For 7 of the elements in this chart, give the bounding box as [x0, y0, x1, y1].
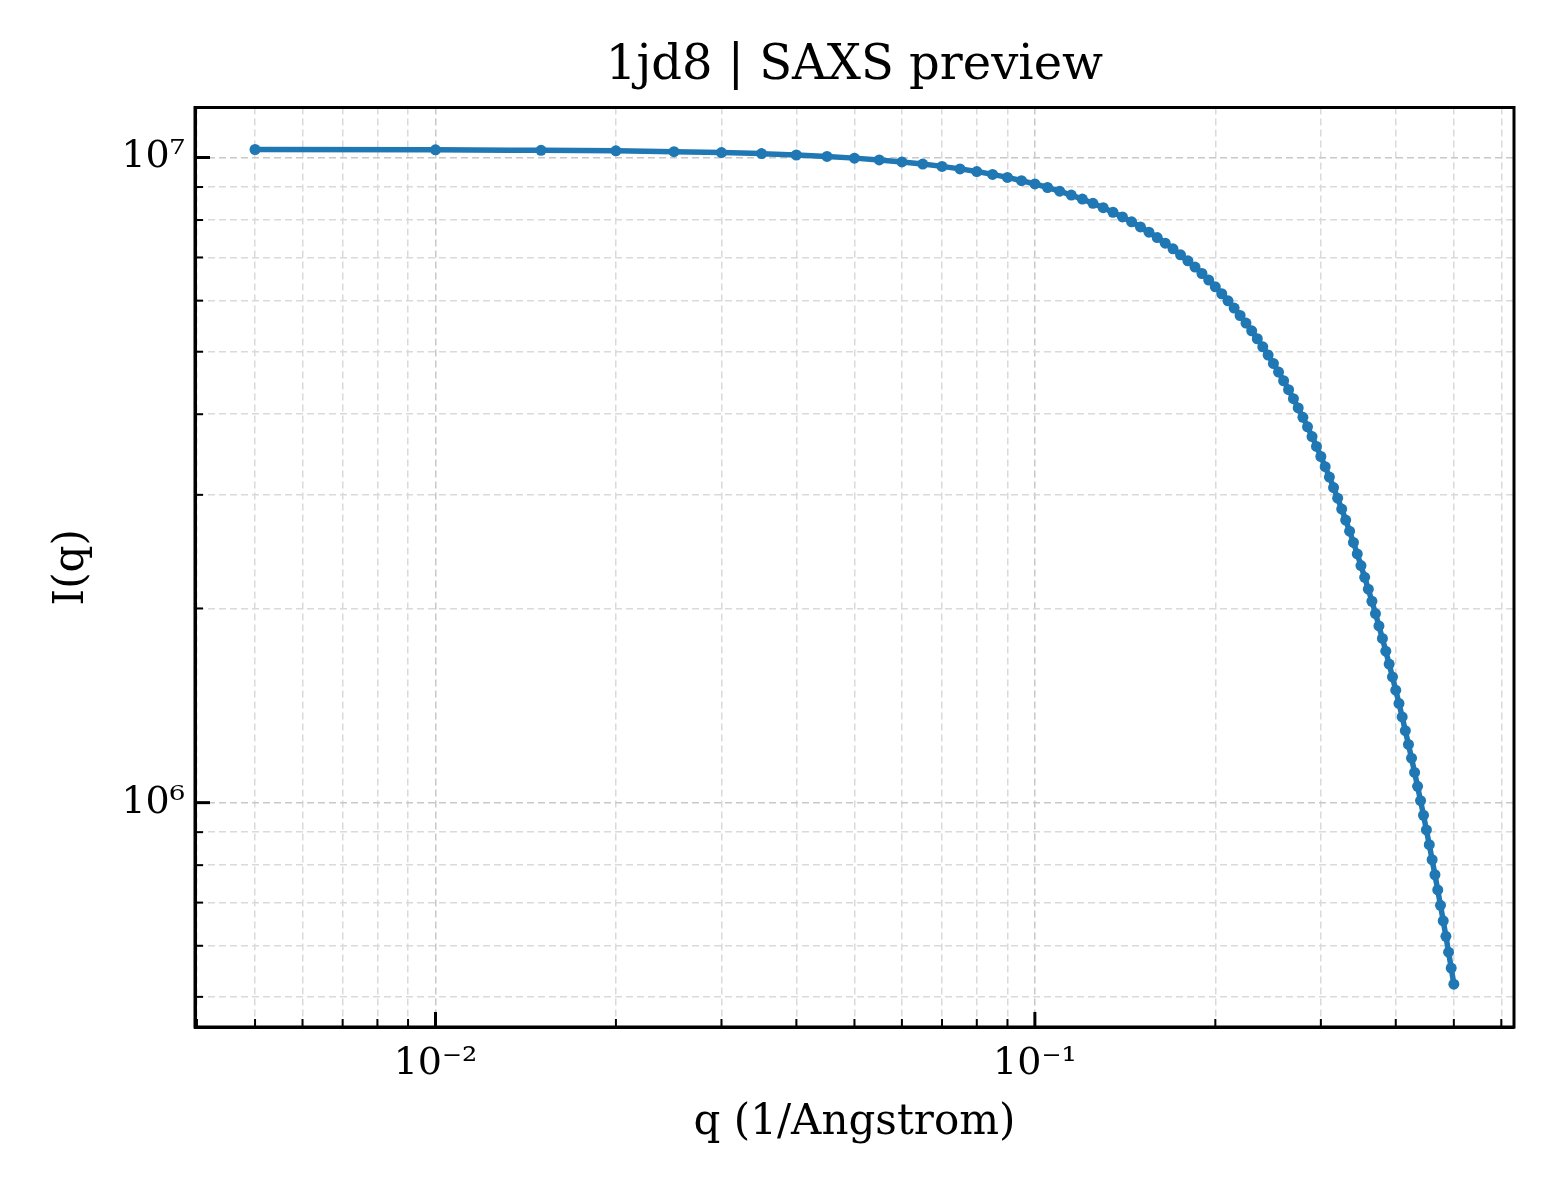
x-tick-label: 10⁻¹	[993, 1038, 1077, 1083]
y-axis-title: I(q)	[44, 529, 94, 606]
x-tick-label: 10⁻²	[393, 1038, 478, 1083]
y-tick-label: 10⁶	[121, 777, 185, 822]
y-tick-label: 10⁷	[121, 132, 185, 177]
x-axis-title: q (1/Angstrom)	[693, 1094, 1016, 1144]
chart-title: 1jd8 | SAXS preview	[605, 34, 1104, 91]
